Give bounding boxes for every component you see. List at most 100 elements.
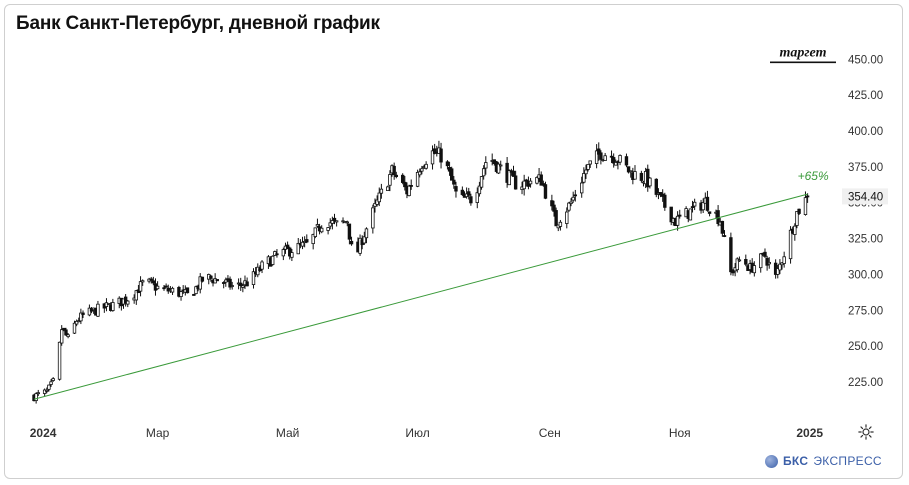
candle-body [418, 171, 422, 176]
y-tick-label: 325.00 [848, 234, 883, 246]
candle-body [170, 287, 175, 293]
candle-body [371, 207, 375, 229]
candle-body [481, 168, 486, 177]
candle-body [409, 185, 413, 187]
candle-body [194, 286, 198, 295]
candle-body [51, 378, 55, 381]
candle-body [313, 227, 318, 237]
candle-body [776, 268, 780, 275]
candle-body [793, 225, 797, 235]
gear-icon[interactable] [857, 423, 875, 441]
candle-body [795, 211, 799, 226]
candle-body [362, 236, 367, 244]
candle-body [36, 392, 40, 395]
candle-body [57, 341, 62, 380]
candle-body [511, 170, 516, 177]
candle-body [603, 155, 607, 161]
candle-body [597, 148, 601, 155]
candle-body [134, 290, 138, 301]
candle-body [763, 251, 767, 257]
candle-body [507, 170, 511, 186]
candle-body [633, 171, 637, 180]
candle-body [79, 312, 83, 322]
candle-body [64, 329, 68, 336]
candle-body [765, 257, 769, 266]
y-tick-label: 275.00 [848, 305, 883, 317]
candle-body [424, 163, 428, 169]
candle-body [543, 184, 548, 199]
candle-body [675, 215, 680, 226]
candle-body [524, 179, 528, 182]
y-axis: 225.00250.00275.00300.00325.00350.00375.… [848, 54, 883, 389]
candle-body [688, 208, 693, 221]
candle-body [580, 182, 584, 194]
candle-body [460, 189, 465, 195]
candle-body [797, 208, 801, 214]
trend-label: +65% [798, 169, 829, 183]
candle-body [62, 327, 66, 331]
candle-body [258, 268, 262, 271]
candle-body [430, 150, 435, 165]
candle-body [296, 242, 300, 255]
candle-body [347, 223, 352, 240]
candle-body [209, 275, 213, 279]
candle-body [573, 194, 578, 197]
candle-body [445, 161, 450, 167]
candle-body [285, 244, 290, 249]
candle-body [230, 285, 234, 287]
candle-body [345, 221, 349, 224]
candle-body [60, 329, 64, 344]
annotations: таргет 354.40 [770, 45, 888, 205]
trend-line-layer: +65% [33, 169, 829, 400]
candle-body [778, 263, 782, 271]
trend-line [33, 193, 808, 400]
candle-body [565, 211, 569, 224]
candle-body [138, 281, 143, 292]
candle-body [554, 210, 558, 227]
candle-body [477, 185, 482, 195]
chart-panel [4, 4, 903, 479]
candle-body [722, 235, 727, 237]
candle-body [126, 300, 130, 305]
candle-body [588, 160, 592, 165]
candle-body [522, 180, 526, 190]
candle-body [332, 217, 337, 221]
candle-body [386, 186, 390, 191]
candle-body [149, 278, 153, 281]
candle-body [377, 192, 381, 203]
candle-body [288, 247, 292, 257]
brand-logo: БКС ЭКСПРЕСС [765, 452, 882, 470]
candle-body [701, 202, 705, 211]
candle-body [275, 253, 279, 256]
candles-layer [32, 140, 810, 404]
candle-body [66, 334, 70, 338]
y-tick-label: 450.00 [848, 54, 883, 66]
candle-body [162, 287, 166, 290]
candle-body [450, 168, 454, 181]
candle-body [454, 186, 458, 192]
candle-body [224, 279, 228, 283]
candle-body [34, 393, 38, 401]
candle-body [716, 210, 720, 224]
candle-body [379, 188, 384, 194]
candle-body [731, 270, 735, 274]
candle-body [364, 228, 369, 239]
candle-body [720, 220, 725, 234]
candle-body [239, 282, 243, 287]
candle-body [609, 155, 614, 158]
x-tick-label: Май [276, 426, 300, 440]
candle-body [256, 266, 260, 276]
y-tick-label: 375.00 [848, 162, 883, 174]
candle-body [567, 202, 571, 211]
candle-body [394, 174, 398, 178]
candle-body [803, 197, 808, 215]
candle-body [305, 239, 309, 243]
candle-body [164, 285, 168, 288]
candle-body [586, 163, 590, 170]
candle-body [788, 229, 793, 260]
candle-body [611, 157, 616, 164]
candle-body [439, 148, 443, 163]
candle-body [245, 281, 249, 287]
candle-body [407, 185, 411, 197]
